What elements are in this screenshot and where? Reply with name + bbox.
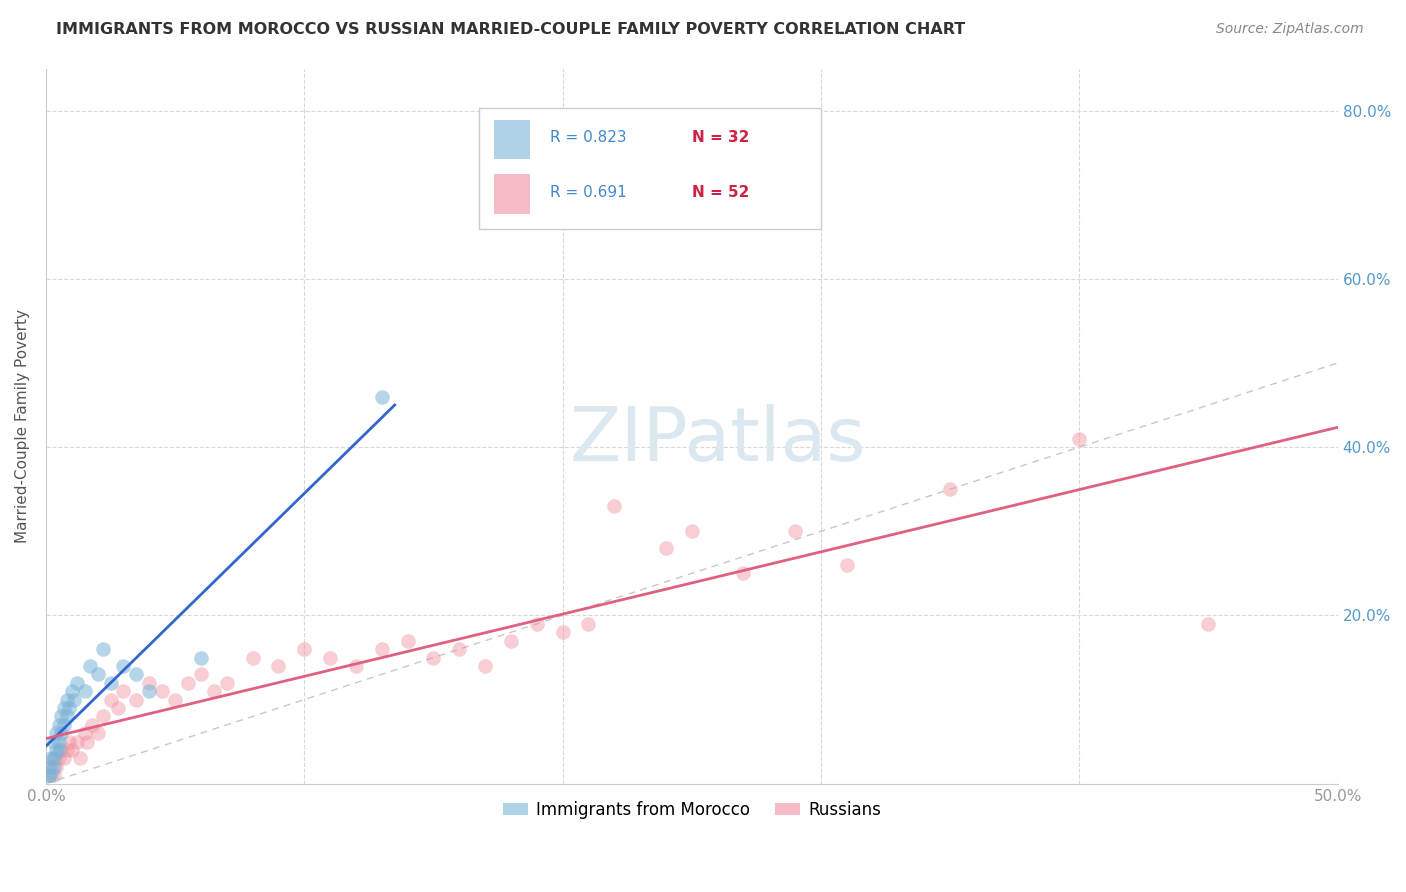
Point bbox=[58, 701, 80, 715]
Point bbox=[202, 684, 225, 698]
Point bbox=[371, 390, 394, 404]
Point bbox=[578, 616, 600, 631]
Point bbox=[190, 667, 212, 681]
Point bbox=[100, 675, 122, 690]
Point bbox=[38, 768, 60, 782]
Point bbox=[526, 616, 548, 631]
Point bbox=[42, 751, 65, 765]
Point bbox=[603, 499, 626, 513]
Point bbox=[39, 751, 62, 765]
Point bbox=[215, 675, 238, 690]
Text: R = 0.691: R = 0.691 bbox=[550, 185, 627, 200]
Point bbox=[165, 692, 187, 706]
Point bbox=[733, 566, 755, 581]
Point bbox=[190, 650, 212, 665]
Point bbox=[82, 718, 104, 732]
Point bbox=[42, 760, 65, 774]
Point bbox=[422, 650, 444, 665]
Point bbox=[371, 642, 394, 657]
Point bbox=[60, 684, 83, 698]
Point bbox=[38, 760, 60, 774]
Text: IMMIGRANTS FROM MOROCCO VS RUSSIAN MARRIED-COUPLE FAMILY POVERTY CORRELATION CHA: IMMIGRANTS FROM MOROCCO VS RUSSIAN MARRI… bbox=[56, 22, 966, 37]
Point bbox=[86, 726, 108, 740]
Point bbox=[51, 709, 73, 723]
Point bbox=[138, 684, 160, 698]
Point bbox=[449, 642, 471, 657]
Point bbox=[55, 692, 77, 706]
Point bbox=[125, 692, 148, 706]
Point bbox=[39, 760, 62, 774]
Point bbox=[785, 524, 807, 539]
Point bbox=[79, 659, 101, 673]
Bar bbox=[494, 174, 530, 214]
Point bbox=[45, 743, 67, 757]
Point bbox=[53, 718, 76, 732]
Point bbox=[499, 633, 522, 648]
Point bbox=[76, 734, 98, 748]
Point bbox=[39, 768, 62, 782]
Point bbox=[73, 684, 96, 698]
Point bbox=[48, 718, 70, 732]
Point bbox=[242, 650, 264, 665]
Bar bbox=[494, 120, 530, 160]
Point bbox=[55, 709, 77, 723]
Point bbox=[91, 642, 114, 657]
Text: ZIPatlas: ZIPatlas bbox=[569, 404, 866, 477]
Point bbox=[939, 482, 962, 496]
Point bbox=[51, 743, 73, 757]
Point bbox=[112, 684, 135, 698]
Point bbox=[86, 667, 108, 681]
Point bbox=[396, 633, 419, 648]
Point bbox=[69, 751, 91, 765]
Point bbox=[48, 743, 70, 757]
Point bbox=[138, 675, 160, 690]
Point bbox=[292, 642, 315, 657]
Point bbox=[835, 558, 858, 572]
Point bbox=[177, 675, 200, 690]
Point bbox=[42, 751, 65, 765]
Point bbox=[125, 667, 148, 681]
Text: N = 32: N = 32 bbox=[692, 130, 749, 145]
Point bbox=[107, 701, 129, 715]
Point bbox=[91, 709, 114, 723]
Point bbox=[55, 743, 77, 757]
Point bbox=[45, 760, 67, 774]
Point bbox=[474, 659, 496, 673]
Point bbox=[45, 726, 67, 740]
Y-axis label: Married-Couple Family Poverty: Married-Couple Family Poverty bbox=[15, 310, 30, 543]
Point bbox=[58, 734, 80, 748]
Point bbox=[100, 692, 122, 706]
Point bbox=[63, 692, 86, 706]
Point bbox=[60, 743, 83, 757]
Point bbox=[319, 650, 342, 665]
Point bbox=[48, 734, 70, 748]
Point bbox=[1069, 432, 1091, 446]
Point bbox=[655, 541, 678, 556]
Point bbox=[53, 751, 76, 765]
Text: N = 52: N = 52 bbox=[692, 185, 749, 200]
Point bbox=[551, 625, 574, 640]
Point bbox=[51, 726, 73, 740]
Point bbox=[150, 684, 173, 698]
Point bbox=[267, 659, 290, 673]
Point bbox=[42, 768, 65, 782]
Point bbox=[681, 524, 703, 539]
Text: Source: ZipAtlas.com: Source: ZipAtlas.com bbox=[1216, 22, 1364, 37]
Point bbox=[53, 701, 76, 715]
Point bbox=[42, 734, 65, 748]
Point bbox=[73, 726, 96, 740]
Text: R = 0.823: R = 0.823 bbox=[550, 130, 626, 145]
Point bbox=[48, 751, 70, 765]
Point bbox=[112, 659, 135, 673]
Point bbox=[1198, 616, 1220, 631]
Point bbox=[66, 675, 89, 690]
Point bbox=[66, 734, 89, 748]
FancyBboxPatch shape bbox=[478, 108, 821, 229]
Point bbox=[344, 659, 367, 673]
Legend: Immigrants from Morocco, Russians: Immigrants from Morocco, Russians bbox=[496, 794, 887, 825]
Point bbox=[38, 768, 60, 782]
